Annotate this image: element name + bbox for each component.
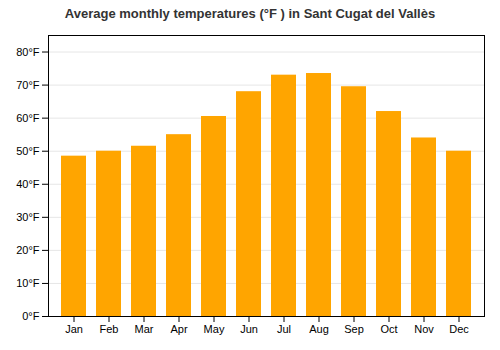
svg-text:May: May xyxy=(204,323,225,335)
svg-text:70°F: 70°F xyxy=(16,79,40,91)
svg-text:Jun: Jun xyxy=(240,323,258,335)
svg-text:30°F: 30°F xyxy=(16,211,40,223)
svg-text:60°F: 60°F xyxy=(16,112,40,124)
svg-text:40°F: 40°F xyxy=(16,178,40,190)
svg-text:Oct: Oct xyxy=(380,323,397,335)
svg-text:Aug: Aug xyxy=(309,323,329,335)
svg-text:80°F: 80°F xyxy=(16,46,40,58)
svg-text:Mar: Mar xyxy=(135,323,154,335)
svg-text:Jan: Jan xyxy=(65,323,83,335)
svg-text:Sep: Sep xyxy=(344,323,364,335)
svg-text:20°F: 20°F xyxy=(16,244,40,256)
svg-text:Jul: Jul xyxy=(277,323,291,335)
svg-text:0°F: 0°F xyxy=(22,310,40,322)
svg-text:Dec: Dec xyxy=(449,323,469,335)
svg-text:10°F: 10°F xyxy=(16,277,40,289)
svg-text:Nov: Nov xyxy=(414,323,434,335)
html-text:Average monthly temperatures (: Average monthly temperatures (°F ) in Sa… xyxy=(64,6,436,21)
svg-text:50°F: 50°F xyxy=(16,145,40,157)
svg-text:Apr: Apr xyxy=(170,323,187,335)
svg-text:Feb: Feb xyxy=(100,323,119,335)
